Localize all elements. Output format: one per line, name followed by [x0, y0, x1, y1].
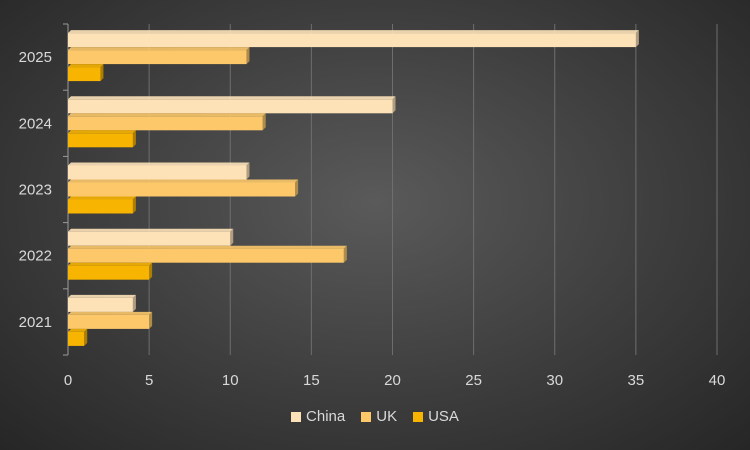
x-tick-label-0: 0 [64, 372, 72, 389]
bar-side-face [295, 179, 299, 197]
bar-front-face [68, 331, 85, 346]
bar-china-2024 [68, 96, 396, 114]
bar-front-face [68, 133, 133, 148]
bar-uk-2024 [68, 113, 266, 131]
legend-label-usa: USA [428, 408, 459, 425]
legend-label-china: China [306, 408, 346, 425]
bar-top-face [68, 262, 153, 266]
bar-side-face [84, 328, 88, 346]
x-tick-label-25: 25 [465, 372, 482, 389]
bar-front-face [68, 231, 231, 246]
x-tick-label-10: 10 [222, 372, 239, 389]
x-tick-label-35: 35 [628, 372, 645, 389]
bar-side-face [132, 130, 136, 148]
bar-front-face [68, 265, 150, 280]
bar-top-face [68, 196, 136, 200]
bar-top-face [68, 113, 266, 117]
bar-top-face [68, 228, 234, 232]
bar-usa-2025 [68, 64, 104, 82]
legend-swatch-china [291, 411, 302, 422]
x-tick-label-5: 5 [145, 372, 153, 389]
bar-usa-2022 [68, 262, 153, 280]
bar-side-face [149, 311, 153, 329]
y-tick-label-2024: 2024 [19, 115, 52, 132]
y-tick-label-2022: 2022 [19, 248, 52, 265]
bar-top-face [68, 162, 250, 166]
bar-front-face [68, 33, 636, 48]
bar-front-face [68, 165, 247, 180]
bar-china-2021 [68, 294, 136, 312]
bar-uk-2023 [68, 179, 299, 197]
bar-uk-2022 [68, 245, 347, 263]
bar-front-face [68, 116, 263, 131]
bar-front-face [68, 50, 247, 65]
bar-china-2022 [68, 228, 234, 246]
bar-china-2025 [68, 30, 639, 48]
legend-item-china: China [291, 408, 345, 425]
x-tick-label-40: 40 [709, 372, 726, 389]
y-tick-label-2021: 2021 [19, 314, 52, 331]
legend-item-usa: USA [413, 408, 459, 425]
bar-uk-2021 [68, 311, 153, 329]
bar-front-face [68, 199, 133, 214]
bar-side-face [635, 30, 639, 48]
bar-side-face [149, 262, 153, 280]
x-tick-label-30: 30 [546, 372, 563, 389]
bar-top-face [68, 328, 88, 332]
bar-usa-2024 [68, 130, 136, 148]
x-tick-label-20: 20 [384, 372, 401, 389]
bar-side-face [392, 96, 396, 114]
bar-top-face [68, 179, 299, 183]
bar-usa-2021 [68, 328, 88, 346]
y-tick-label-2023: 2023 [19, 182, 52, 199]
bar-top-face [68, 64, 104, 68]
bar-front-face [68, 99, 393, 114]
bar-front-face [68, 182, 296, 197]
bar-front-face [68, 67, 101, 82]
bar-side-face [262, 113, 266, 131]
legend-label-uk: UK [376, 408, 398, 425]
bar-side-face [343, 245, 347, 263]
bar-top-face [68, 294, 136, 298]
bar-side-face [230, 228, 234, 246]
legend-swatch-uk [361, 411, 372, 422]
bar-side-face [246, 162, 250, 180]
bar-side-face [100, 64, 104, 82]
bar-top-face [68, 30, 639, 34]
bar-top-face [68, 245, 347, 249]
bar-side-face [132, 294, 136, 312]
bar-uk-2025 [68, 47, 250, 65]
x-tick-label-15: 15 [303, 372, 320, 389]
bar-usa-2023 [68, 196, 136, 214]
bar-top-face [68, 96, 396, 100]
legend-item-uk: UK [361, 408, 397, 425]
bar-top-face [68, 47, 250, 51]
bar-front-face [68, 314, 150, 329]
legend: China UK USA [0, 408, 750, 425]
bar-china-2023 [68, 162, 250, 180]
bar-top-face [68, 311, 153, 315]
bar-side-face [132, 196, 136, 214]
y-tick-label-2025: 2025 [19, 49, 52, 66]
bar-front-face [68, 248, 344, 263]
legend-swatch-usa [413, 411, 424, 422]
bar-side-face [246, 47, 250, 65]
bar-front-face [68, 297, 133, 312]
bar-top-face [68, 130, 136, 134]
